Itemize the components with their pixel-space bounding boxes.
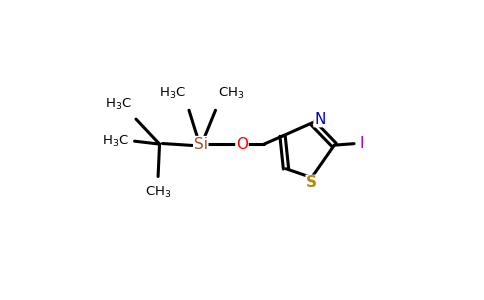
- Text: CH$_3$: CH$_3$: [145, 185, 171, 200]
- Text: O: O: [236, 136, 248, 152]
- Text: N: N: [314, 112, 325, 127]
- Text: CH$_3$: CH$_3$: [218, 86, 245, 101]
- Text: H$_3$C: H$_3$C: [102, 134, 129, 149]
- Text: S: S: [306, 175, 317, 190]
- Text: H$_3$C: H$_3$C: [159, 86, 186, 101]
- Text: H$_3$C: H$_3$C: [105, 97, 132, 112]
- Text: Si: Si: [194, 136, 208, 152]
- Text: I: I: [360, 136, 364, 151]
